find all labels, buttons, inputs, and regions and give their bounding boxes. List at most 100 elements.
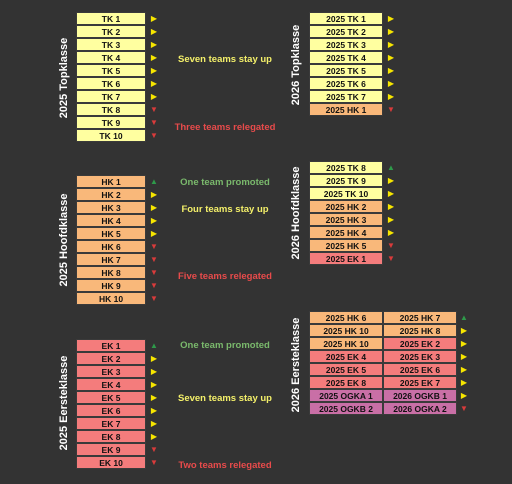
note-ek-stay: Seven teams stay up [178,393,272,404]
stay-arrow-icon: ▶ [150,354,158,363]
team-cell: 2025 OGKA 1 [309,389,383,402]
team-cell: TK 8 [76,103,146,116]
note-hk-stay: Four teams stay up [181,204,269,215]
team-cell: HK 10 [76,292,146,305]
team-cell: 2025 EK 2 [383,337,457,350]
team-cell: EK 5 [76,391,146,404]
relegated-arrow-icon: ▼ [150,294,158,303]
stay-arrow-icon: ▶ [150,92,158,101]
team-cell: 2025 EK 3 [383,350,457,363]
team-cell: 2025 TK 1 [309,12,383,25]
stay-arrow-icon: ▶ [387,14,395,23]
stay-arrow-icon: ▶ [460,339,468,348]
team-cell: 2025 TK 5 [309,64,383,77]
stay-arrow-icon: ▶ [150,190,158,199]
team-cell: 2025 TK 2 [309,25,383,38]
stay-arrow-icon: ▶ [150,229,158,238]
team-cell: 2026 OGKB 1 [383,389,457,402]
team-cell: 2025 HK 8 [383,324,457,337]
team-cell: 2026 OGKA 2 [383,402,457,415]
team-cell: 2025 HK 10 [309,324,383,337]
team-cell: 2025 TK 8 [309,161,383,174]
relegated-arrow-icon: ▼ [387,254,395,263]
team-cell: HK 9 [76,279,146,292]
stay-arrow-icon: ▶ [387,176,395,185]
team-cell: 2025 OGKB 2 [309,402,383,415]
team-cell: 2025 HK 4 [309,226,383,239]
team-cell: 2025 HK 6 [309,311,383,324]
relegated-arrow-icon: ▼ [460,404,468,413]
relegated-arrow-icon: ▼ [150,242,158,251]
team-cell: HK 3 [76,201,146,214]
team-cell: EK 2 [76,352,146,365]
label-2025-hoofdklasse: 2025 Hoofdklasse [58,193,70,287]
stay-arrow-icon: ▶ [150,79,158,88]
relegated-arrow-icon: ▼ [150,131,158,140]
team-cell: TK 6 [76,77,146,90]
stay-arrow-icon: ▶ [150,203,158,212]
stay-arrow-icon: ▶ [387,202,395,211]
team-cell: EK 4 [76,378,146,391]
stay-arrow-icon: ▶ [150,27,158,36]
stay-arrow-icon: ▶ [387,53,395,62]
stay-arrow-icon: ▶ [460,352,468,361]
relegated-arrow-icon: ▼ [150,458,158,467]
stay-arrow-icon: ▶ [387,66,395,75]
team-cell: 2025 HK 10 [309,337,383,350]
team-cell: HK 6 [76,240,146,253]
team-cell: TK 9 [76,116,146,129]
stay-arrow-icon: ▶ [387,92,395,101]
stay-arrow-icon: ▶ [387,40,395,49]
stay-arrow-icon: ▶ [460,378,468,387]
stay-arrow-icon: ▶ [387,27,395,36]
team-cell: 2025 HK 3 [309,213,383,226]
stay-arrow-icon: ▶ [387,228,395,237]
team-cell: HK 4 [76,214,146,227]
promoted-arrow-icon: ▲ [460,313,468,322]
team-cell: 2025 EK 7 [383,376,457,389]
stay-arrow-icon: ▶ [150,66,158,75]
note-hk-relegated: Five teams relegated [178,271,272,282]
team-cell: EK 6 [76,404,146,417]
note-tk-stay: Seven teams stay up [178,54,272,65]
team-cell: HK 2 [76,188,146,201]
stay-arrow-icon: ▶ [387,189,395,198]
team-cell: 2025 TK 4 [309,51,383,64]
stay-arrow-icon: ▶ [150,40,158,49]
label-2025-topklasse: 2025 Topklasse [58,37,70,119]
label-2026-eersteklasse: 2026 Eersteklasse [290,317,302,413]
stay-arrow-icon: ▶ [460,326,468,335]
team-cell: 2025 TK 10 [309,187,383,200]
team-cell: EK 9 [76,443,146,456]
team-cell: EK 3 [76,365,146,378]
relegated-arrow-icon: ▼ [150,255,158,264]
team-cell: TK 1 [76,12,146,25]
promoted-arrow-icon: ▲ [150,177,158,186]
stay-arrow-icon: ▶ [150,367,158,376]
team-cell: TK 4 [76,51,146,64]
team-cell: 2025 HK 1 [309,103,383,116]
relegated-arrow-icon: ▼ [387,241,395,250]
stay-arrow-icon: ▶ [460,391,468,400]
team-cell: TK 5 [76,64,146,77]
team-cell: HK 1 [76,175,146,188]
team-cell: EK 8 [76,430,146,443]
label-2025-eersteklasse: 2025 Eersteklasse [58,355,70,451]
stay-arrow-icon: ▶ [150,14,158,23]
note-tk-relegated: Three teams relegated [174,122,276,133]
stay-arrow-icon: ▶ [150,393,158,402]
team-cell: EK 1 [76,339,146,352]
stay-arrow-icon: ▶ [150,53,158,62]
stay-arrow-icon: ▶ [150,432,158,441]
stay-arrow-icon: ▶ [460,365,468,374]
promoted-arrow-icon: ▲ [150,341,158,350]
relegated-arrow-icon: ▼ [150,105,158,114]
team-cell: TK 7 [76,90,146,103]
label-2026-hoofdklasse: 2026 Hoofdklasse [290,166,302,260]
stay-arrow-icon: ▶ [150,419,158,428]
team-cell: 2025 TK 9 [309,174,383,187]
team-cell: TK 3 [76,38,146,51]
team-cell: 2025 EK 8 [309,376,383,389]
team-cell: 2025 HK 7 [383,311,457,324]
team-cell: 2025 EK 1 [309,252,383,265]
